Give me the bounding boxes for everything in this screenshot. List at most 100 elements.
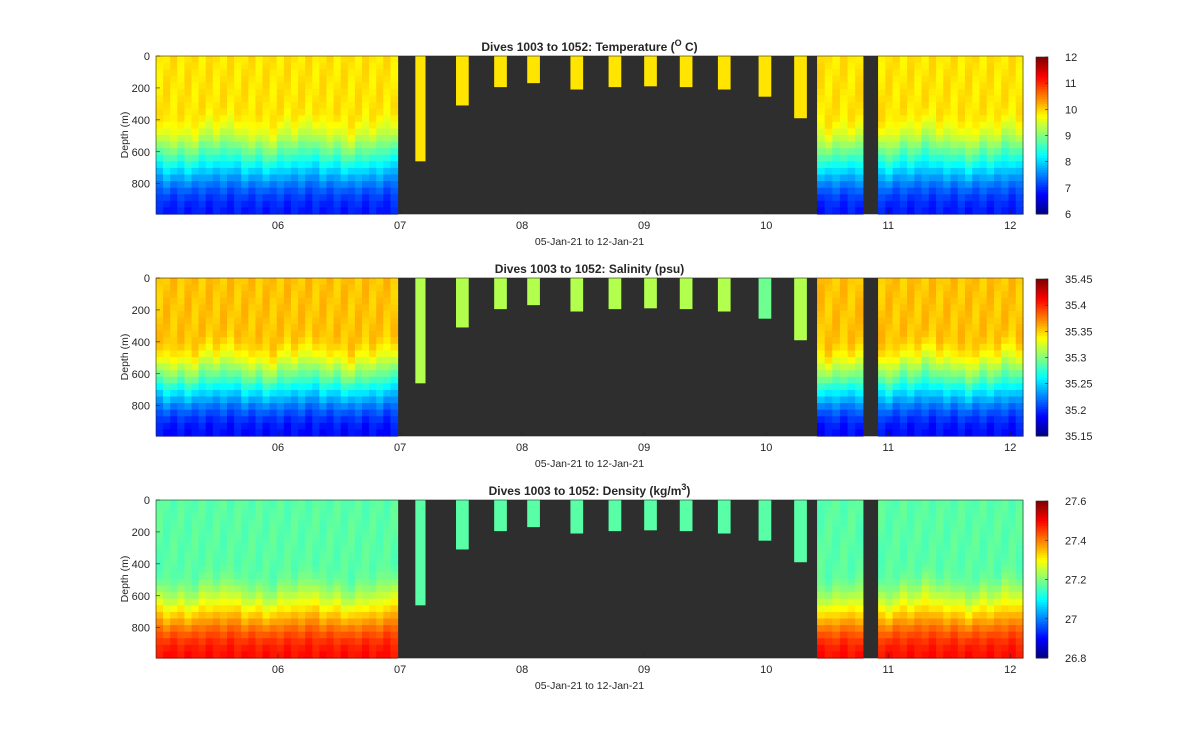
heat-cell <box>333 370 342 378</box>
heat-cell <box>283 644 292 653</box>
heat-cell <box>979 396 988 404</box>
colorbar-segment <box>1036 179 1048 183</box>
heat-cell <box>994 644 1002 653</box>
heat-cell <box>839 539 849 547</box>
heat-cell <box>979 389 988 398</box>
heat-cell <box>262 141 271 149</box>
heat-cell <box>298 62 306 70</box>
heat-cell <box>994 284 1002 292</box>
heat-cell <box>312 278 320 286</box>
heat-cell <box>362 194 370 202</box>
heat-cell <box>319 376 328 384</box>
heat-cell <box>885 121 894 130</box>
heat-cell <box>227 278 235 286</box>
heat-cell <box>198 121 207 130</box>
heat-cell <box>298 75 306 83</box>
colorbar-segment <box>1036 515 1048 519</box>
heat-cell <box>376 429 384 437</box>
heat-cell <box>212 154 221 162</box>
heat-cell <box>839 383 849 391</box>
heat-cell <box>1001 605 1010 613</box>
heat-cell <box>928 350 937 358</box>
heat-cell <box>855 611 864 620</box>
heat-cell <box>290 519 299 527</box>
heat-cell <box>1015 559 1024 567</box>
heat-cell <box>326 174 335 182</box>
heat-cell <box>855 62 864 70</box>
heat-cell <box>1008 181 1017 189</box>
heat-cell <box>312 69 320 77</box>
heat-cell <box>832 207 841 215</box>
heat-cell <box>914 644 923 653</box>
dive-profile-2 <box>456 56 469 106</box>
heat-cell <box>907 174 915 182</box>
heat-cell <box>994 174 1002 182</box>
heat-cell <box>950 519 959 527</box>
heat-cell <box>333 350 342 358</box>
heat-cell <box>170 638 178 646</box>
heat-cell <box>276 403 285 411</box>
heat-cell <box>994 167 1002 176</box>
heat-cell <box>383 317 392 325</box>
heat-cell <box>163 403 171 411</box>
heat-cell <box>269 167 278 176</box>
heat-cell <box>290 429 299 437</box>
heat-cell <box>832 181 841 189</box>
heat-cell <box>276 409 285 417</box>
heat-cell <box>354 526 363 534</box>
heat-cell <box>957 194 966 202</box>
heat-cell <box>269 552 278 560</box>
heat-cell <box>198 559 207 567</box>
heat-cell <box>928 389 937 398</box>
heat-cell <box>921 644 930 653</box>
heat-cell <box>177 304 186 312</box>
heat-cell <box>333 416 342 424</box>
heat-cell <box>170 135 178 143</box>
heat-cell <box>390 304 399 312</box>
heat-cell <box>965 546 973 554</box>
heat-cell <box>817 416 826 424</box>
heat-cell <box>921 317 930 325</box>
heat-cell <box>1008 207 1017 215</box>
heat-cell <box>921 284 930 292</box>
heat-cell <box>1015 409 1024 417</box>
heat-cell <box>156 350 164 358</box>
heat-cell <box>390 611 399 620</box>
heat-cell <box>921 187 930 195</box>
heat-cell <box>979 148 988 156</box>
heat-cell <box>276 611 285 620</box>
heat-cell <box>340 625 349 633</box>
heat-cell <box>319 330 328 338</box>
heat-cell <box>241 638 249 646</box>
heat-cell <box>928 559 937 567</box>
heat-cell <box>227 154 235 162</box>
heat-cell <box>326 631 335 639</box>
heat-cell <box>248 363 257 371</box>
colorbar-segment <box>1036 604 1048 607</box>
heat-cell <box>950 429 959 437</box>
heat-cell <box>305 363 313 371</box>
heat-cell <box>824 343 833 352</box>
heat-cell <box>290 644 299 653</box>
heat-cell <box>950 644 959 653</box>
colorbar-segment <box>1036 364 1048 368</box>
heat-cell <box>290 579 299 587</box>
heat-cell <box>219 161 228 169</box>
heat-cell <box>885 625 894 633</box>
heat-cell <box>312 363 320 371</box>
heat-cell <box>276 651 285 659</box>
heat-cell <box>290 383 299 391</box>
heat-cell <box>832 644 841 653</box>
heat-cell <box>832 383 841 391</box>
heat-cell <box>340 598 349 606</box>
heat-cell <box>227 585 235 593</box>
heat-cell <box>907 194 915 202</box>
heat-cell <box>957 363 966 371</box>
heat-cell <box>184 278 193 286</box>
heat-cell <box>994 82 1002 90</box>
heat-cell <box>255 167 264 176</box>
heat-cell <box>326 429 335 437</box>
heat-cell <box>269 396 278 404</box>
heat-cell <box>986 565 995 574</box>
colorbar-segment <box>1036 335 1048 339</box>
